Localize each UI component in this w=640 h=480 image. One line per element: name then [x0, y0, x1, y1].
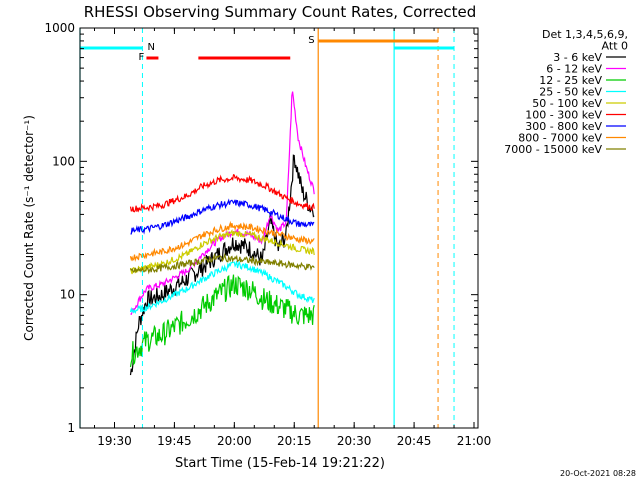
- x-tick-label-5: 20:45: [397, 434, 432, 448]
- legend-label-7: 800 - 7000 keV: [518, 132, 602, 145]
- legend-label-8: 7000 - 15000 keV: [504, 143, 602, 156]
- series-line-8: [129, 252, 315, 275]
- series-line-7: [129, 220, 315, 263]
- x-tick-label-4: 20:30: [337, 434, 372, 448]
- x-axis-label: Start Time (15-Feb-14 19:21:22): [175, 456, 385, 471]
- legend-label-3: 25 - 50 keV: [539, 86, 602, 99]
- legend-header-1: Att 0: [602, 40, 628, 53]
- y-tick-label-1: 10: [60, 288, 75, 302]
- x-tick-label-0: 19:30: [97, 434, 132, 448]
- y-tick-label-3: 1000: [44, 21, 75, 35]
- x-tick-label-6: 21:00: [457, 434, 492, 448]
- timestamp: 20-Oct-2021 08:28: [560, 469, 636, 478]
- y-tick-label-2: 100: [52, 154, 75, 168]
- plot-area: NF S: [79, 28, 455, 428]
- chart-title: RHESSI Observing Summary Count Rates, Co…: [84, 3, 477, 21]
- flag-label-f: F: [138, 52, 144, 63]
- flag-label-s: S: [308, 35, 314, 46]
- plot-frame: [79, 27, 479, 429]
- axes: 19:30 19:45 20:00 20:15 20:30 20:45 21:00 1 10 10…: [44, 21, 491, 448]
- series-line-3: [129, 260, 315, 314]
- x-tick-label-1: 19:45: [157, 434, 192, 448]
- legend-header-0: Det 1,3,4,5,6,9,: [542, 28, 628, 41]
- series-line-5: [129, 173, 315, 213]
- series-line-2: [129, 274, 315, 368]
- y-tick-label-0: 1: [67, 421, 75, 435]
- legend-label-2: 12 - 25 keV: [539, 74, 602, 87]
- y-axis-label: Corrected Count Rate (s⁻¹ detector⁻¹): [22, 115, 36, 341]
- series-line-6: [130, 198, 315, 235]
- legend-label-6: 300 - 800 keV: [525, 120, 602, 133]
- legend-label-5: 100 - 300 keV: [525, 109, 602, 122]
- legend-label-4: 50 - 100 keV: [532, 97, 602, 110]
- x-tick-label-3: 20:15: [277, 434, 312, 448]
- flag-label-n: N: [147, 42, 154, 53]
- legend-label-1: 6 - 12 keV: [546, 63, 602, 76]
- legend-label-0: 3 - 6 keV: [553, 51, 602, 64]
- x-tick-label-2: 20:00: [217, 434, 252, 448]
- series-line-1: [130, 91, 315, 316]
